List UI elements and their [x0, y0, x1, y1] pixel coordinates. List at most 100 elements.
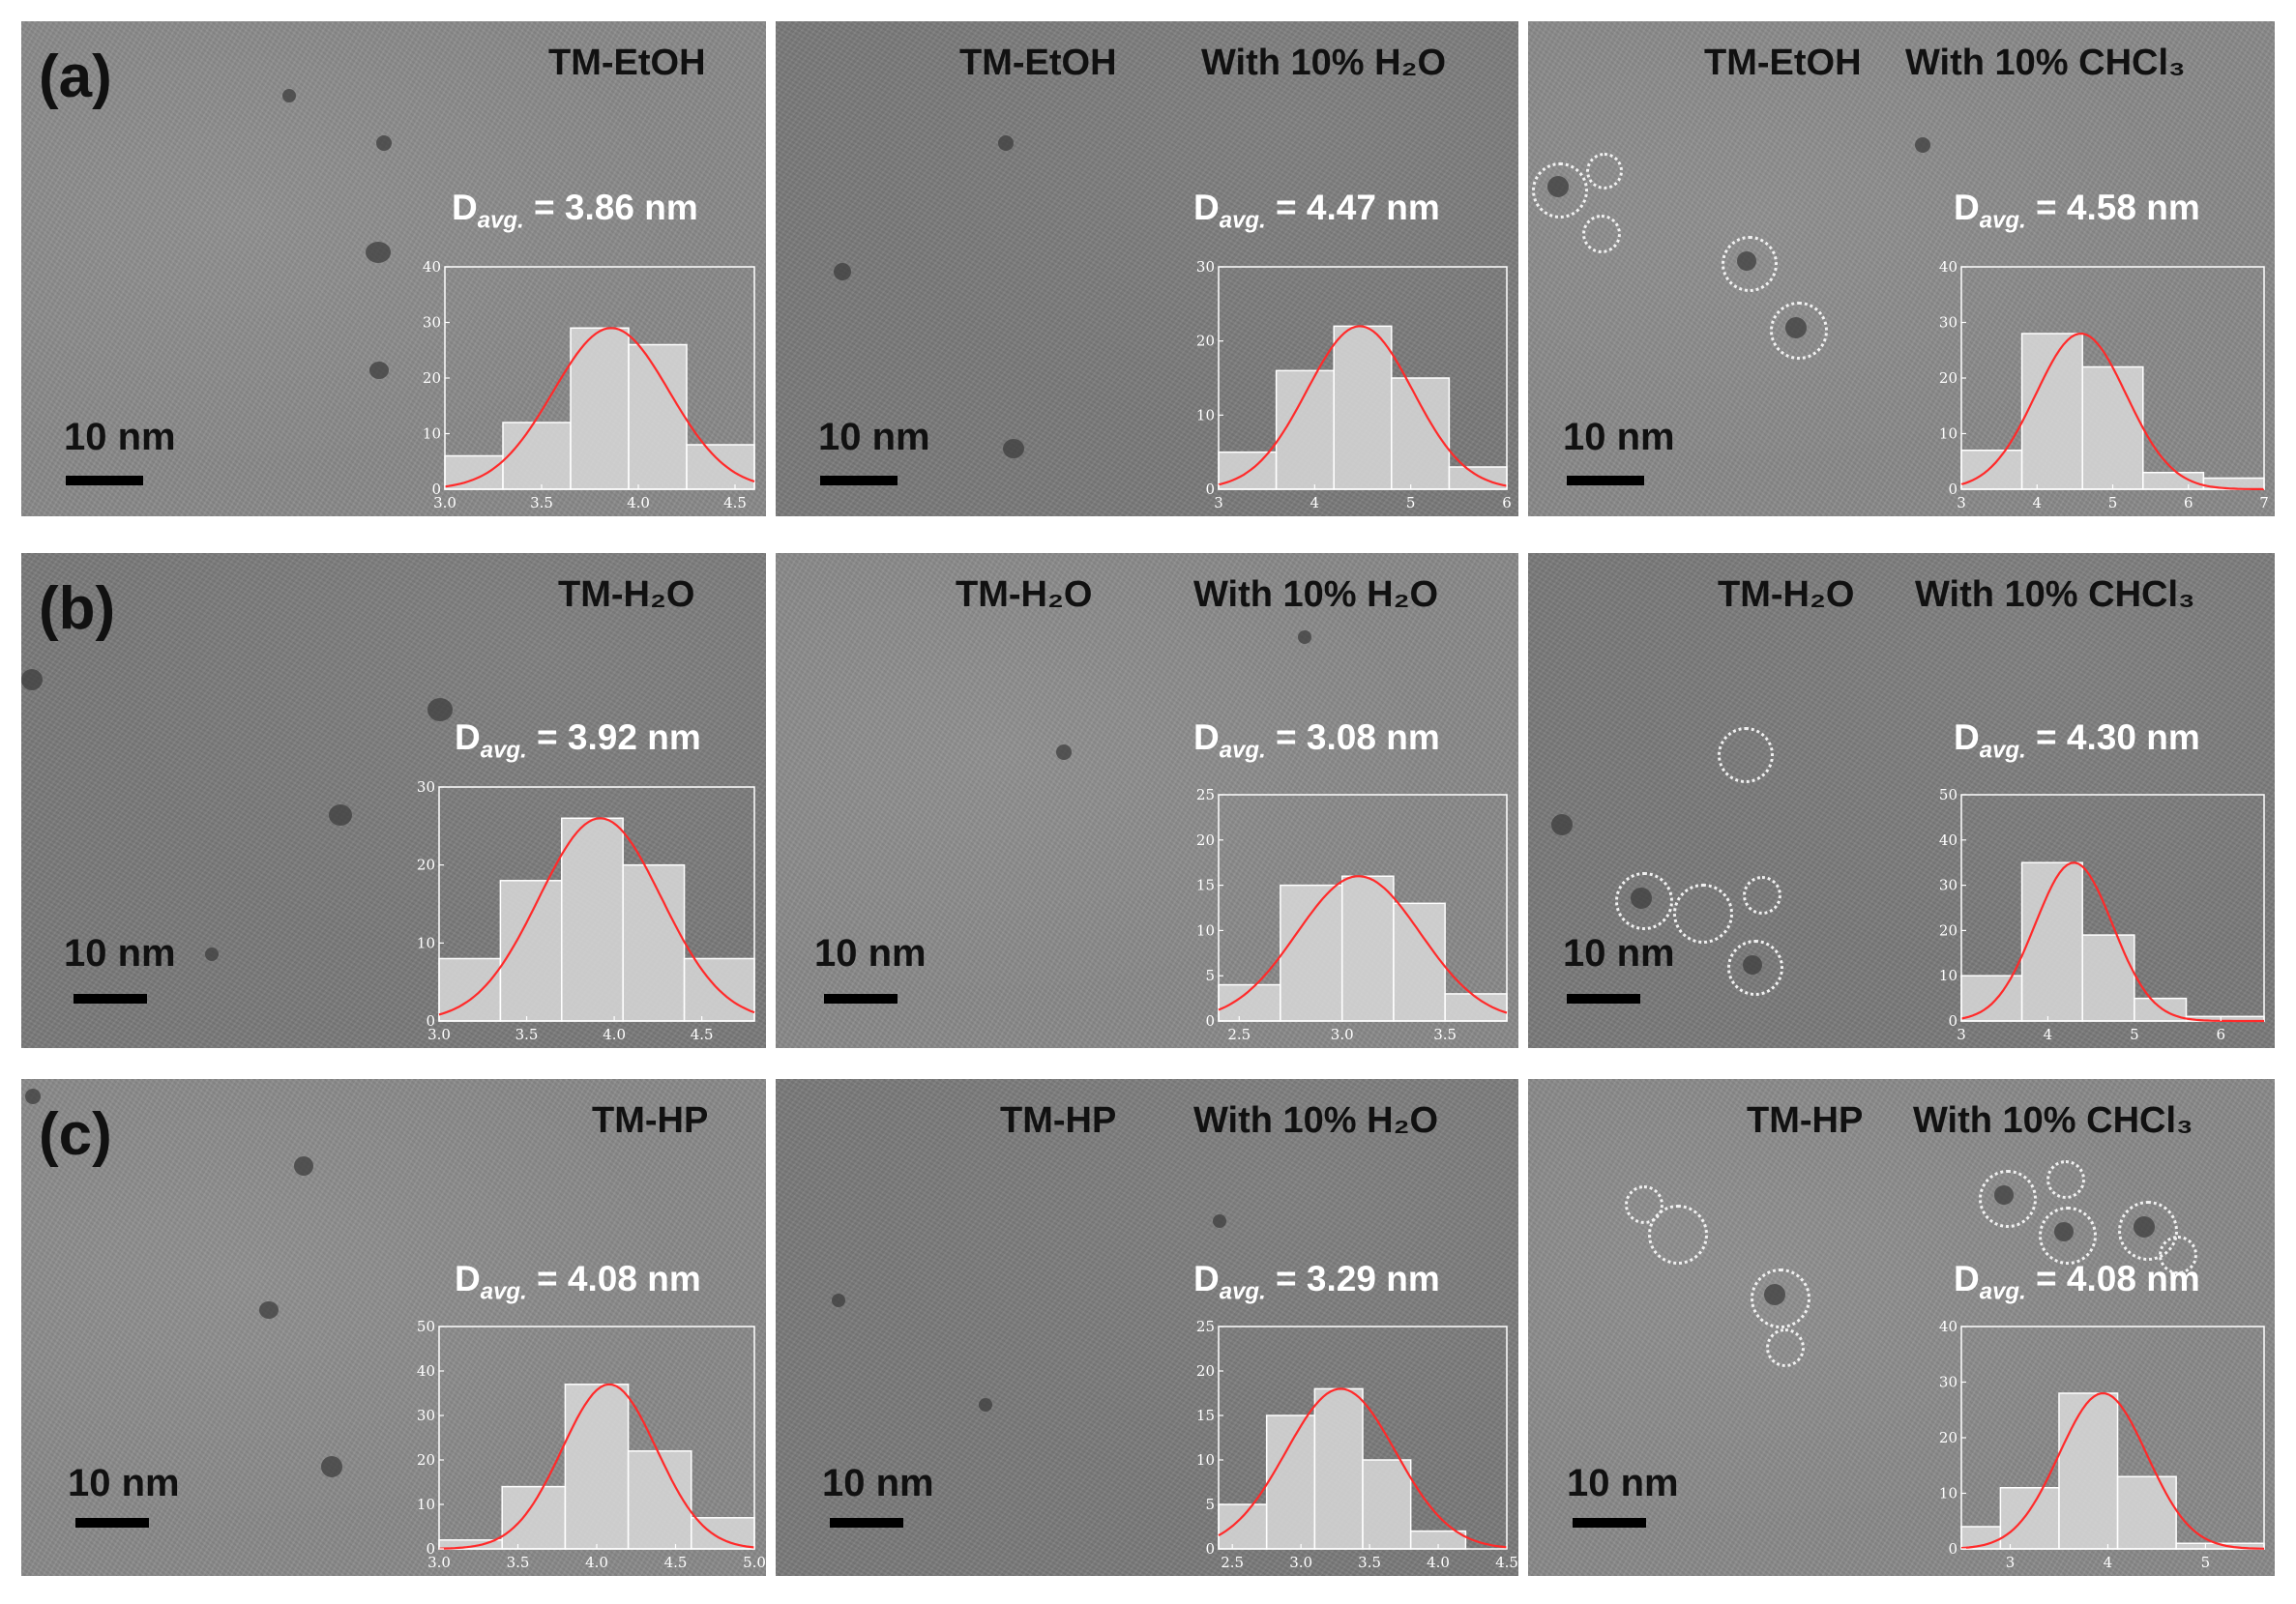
particle-highlight-ring — [2118, 1201, 2178, 1261]
davg-label: Davg. = 4.47 nm — [1193, 188, 1440, 234]
scale-bar — [824, 994, 898, 1004]
nanoparticle — [834, 263, 851, 280]
x-tick-label: 4.0 — [1427, 1554, 1450, 1571]
scale-bar-label: 10 nm — [68, 1462, 180, 1504]
y-tick-label: 20 — [417, 857, 435, 874]
y-tick-label: 10 — [1939, 1485, 1957, 1502]
scale-bar — [830, 1518, 903, 1528]
scale-bar-label: 10 nm — [818, 416, 930, 458]
scale-bar-label: 10 nm — [1567, 1462, 1679, 1504]
y-tick-label: 0 — [426, 1012, 435, 1030]
particle-highlight-ring — [1648, 1205, 1708, 1265]
gaussian-fit-curve — [1218, 875, 1508, 1014]
davg-label: Davg. = 3.29 nm — [1193, 1259, 1440, 1305]
x-tick-label: 3.5 — [1433, 1026, 1457, 1043]
histogram-bar — [1960, 450, 2023, 490]
tem-panel-a2: TM-EtOH With 10% H₂O Davg. = 4.47 nm 0 10… — [776, 21, 1518, 516]
particle-highlight-ring — [1743, 876, 1781, 915]
gaussian-fit-curve — [1960, 332, 2265, 491]
y-tick-label: 20 — [423, 369, 441, 387]
histogram-bar — [1362, 1459, 1412, 1550]
x-tick-label: 6 — [2184, 494, 2193, 511]
y-tick-label: 5 — [1205, 1496, 1215, 1513]
particle-highlight-ring — [1586, 153, 1623, 190]
histogram-bar — [499, 880, 563, 1022]
x-tick-label: 5 — [2108, 494, 2118, 511]
particle-highlight-ring — [1673, 884, 1733, 944]
x-tick-label: 4.5 — [691, 1026, 714, 1043]
x-tick-label: 2.5 — [1227, 1026, 1251, 1043]
plot-frame — [1218, 1326, 1508, 1550]
panel-condition: With 10% H₂O — [1201, 43, 1447, 83]
x-tick-label: 3 — [1957, 494, 1966, 511]
davg-label: Davg. = 3.08 nm — [1193, 717, 1440, 764]
x-tick-label: 3.0 — [433, 494, 456, 511]
panel-condition: With 10% H₂O — [1193, 574, 1439, 615]
gaussian-fit-curve — [438, 1383, 755, 1550]
tem-panel-b1: (b) TM-H₂O Davg. = 3.92 nm 0 10 20 30 3.0 3.5… — [21, 553, 766, 1048]
y-tick-label: 10 — [417, 1496, 435, 1513]
size-histogram: 0 10 20 30 40 50 3.0 3.5 4.0 4.5 5.0 — [417, 1318, 766, 1571]
panel-condition: With 10% CHCl₃ — [1905, 43, 2186, 83]
nanoparticle — [998, 135, 1014, 151]
y-tick-label: 10 — [417, 934, 435, 951]
davg-label: Davg. = 4.08 nm — [455, 1259, 701, 1305]
scale-bar — [75, 1518, 149, 1528]
y-tick-label: 10 — [1196, 1451, 1215, 1469]
nanoparticle — [1737, 251, 1756, 271]
particle-highlight-ring — [2039, 1207, 2097, 1265]
nanoparticle — [21, 669, 43, 690]
panel-title: TM-HP — [1000, 1100, 1117, 1141]
panel-title: TM-EtOH — [959, 43, 1117, 83]
nanoparticle — [1994, 1185, 2014, 1205]
histogram-bar — [2081, 934, 2135, 1022]
nanoparticle — [2134, 1216, 2155, 1238]
particle-highlight-ring — [1770, 302, 1828, 360]
particle-highlight-ring — [1615, 872, 1673, 930]
y-tick-label: 50 — [417, 1318, 435, 1335]
nanoparticle — [205, 948, 219, 961]
x-tick-label: 4.5 — [1495, 1554, 1518, 1571]
gaussian-fit-curve — [1218, 1387, 1508, 1549]
particle-highlight-ring — [2159, 1236, 2197, 1274]
panel-title: TM-H₂O — [1718, 574, 1855, 615]
panel-condition: With 10% H₂O — [1193, 1100, 1439, 1141]
scale-bar-label: 10 nm — [822, 1462, 934, 1504]
nanoparticle — [1003, 439, 1024, 458]
y-tick-label: 20 — [1939, 369, 1957, 387]
scale-bar — [1573, 1518, 1646, 1528]
histogram-bar — [1333, 325, 1393, 490]
histogram-bar — [1448, 466, 1508, 490]
histogram-bar — [1280, 884, 1343, 1022]
y-tick-label: 40 — [1939, 1318, 1957, 1335]
y-tick-label: 40 — [423, 258, 441, 276]
histogram-bar — [628, 343, 688, 490]
particle-highlight-ring — [1625, 1185, 1663, 1224]
histogram-bar — [1999, 1487, 2060, 1550]
histogram-bar — [2058, 1392, 2119, 1550]
tem-panel-a3: TM-EtOH With 10% CHCl₃ Davg. = 4.58 nm 0… — [1528, 21, 2275, 516]
gaussian-fit-curve — [1218, 325, 1508, 487]
x-tick-label: 5 — [2201, 1554, 2211, 1571]
y-tick-label: 0 — [1205, 1540, 1215, 1558]
x-tick-label: 5 — [1406, 494, 1416, 511]
histogram-bar — [1265, 1414, 1316, 1550]
y-tick-label: 30 — [1939, 877, 1957, 894]
nanoparticle — [25, 1089, 41, 1104]
histogram-bar — [686, 444, 755, 490]
scale-bar — [1567, 994, 1640, 1004]
particle-highlight-ring — [2046, 1160, 2085, 1199]
nanoparticle — [1547, 176, 1569, 197]
particle-highlight-ring — [1766, 1328, 1805, 1367]
histogram-bar — [1391, 377, 1451, 490]
plot-frame — [1960, 794, 2265, 1022]
panel-condition: With 10% CHCl₃ — [1913, 1100, 2193, 1141]
panel-title: TM-HP — [1747, 1100, 1864, 1141]
nanoparticle — [1298, 630, 1311, 644]
nanoparticle — [259, 1301, 279, 1319]
y-tick-label: 50 — [1939, 786, 1957, 803]
y-tick-label: 25 — [1196, 1318, 1215, 1335]
y-tick-label: 0 — [1948, 481, 1957, 498]
y-tick-label: 20 — [1196, 333, 1215, 350]
gaussian-fit-curve — [1960, 1391, 2265, 1550]
